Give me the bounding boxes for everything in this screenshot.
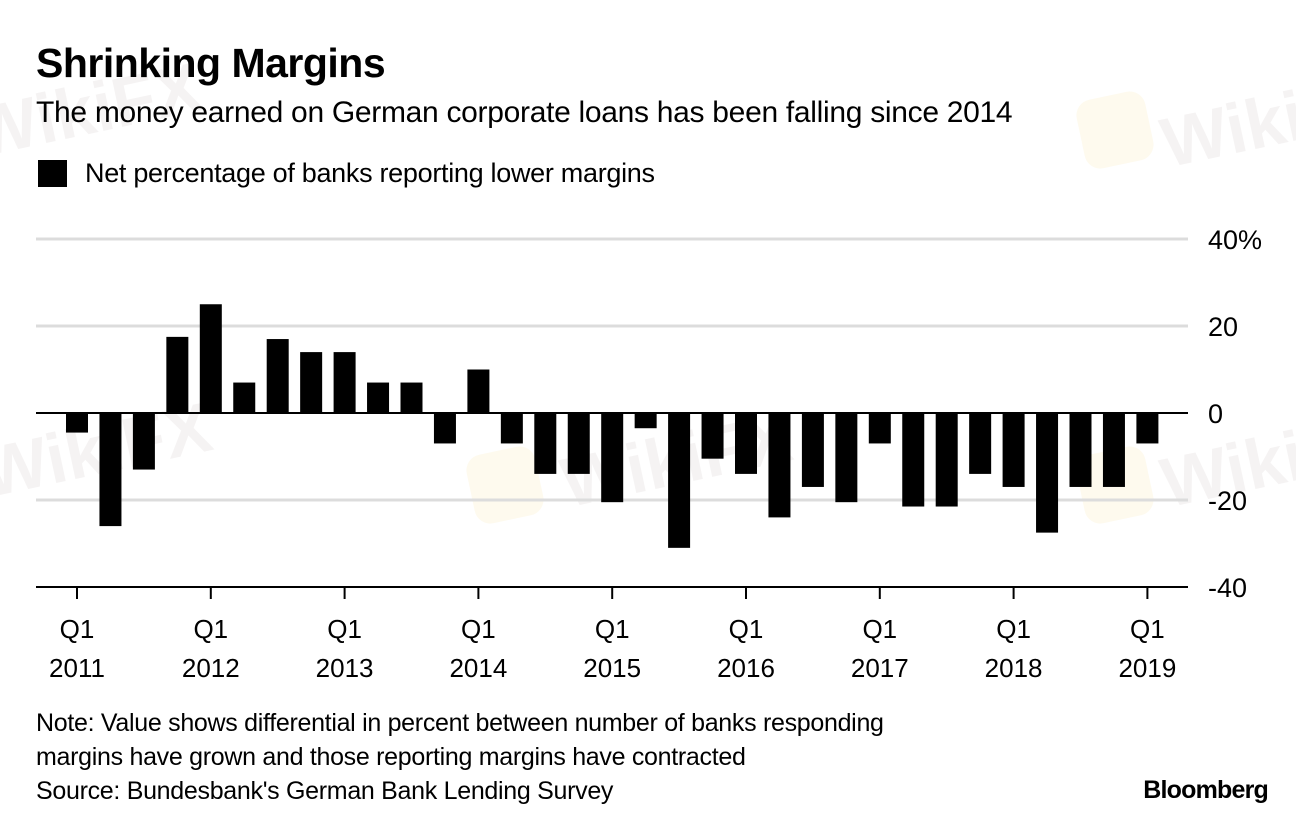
y-tick-label: -20 bbox=[1208, 486, 1247, 516]
bar bbox=[902, 413, 925, 507]
bar bbox=[969, 413, 992, 474]
bar bbox=[801, 413, 824, 487]
bar bbox=[1002, 413, 1025, 487]
x-tick-label-quarter: Q1 bbox=[60, 614, 95, 644]
x-tick-label-year: 2016 bbox=[717, 653, 775, 683]
x-tick-label-year: 2017 bbox=[851, 653, 909, 683]
y-tick-label: 40% bbox=[1208, 225, 1262, 255]
bar bbox=[1036, 413, 1059, 533]
x-tick-label-quarter: Q1 bbox=[461, 614, 496, 644]
x-tick-label-quarter: Q1 bbox=[595, 614, 630, 644]
source-line: Source: Bundesbank's German Bank Lending… bbox=[36, 777, 614, 805]
bar bbox=[768, 413, 791, 518]
bar bbox=[868, 413, 891, 444]
bar bbox=[400, 382, 423, 413]
bar bbox=[99, 413, 122, 527]
y-tick-label: 20 bbox=[1208, 312, 1238, 342]
bar bbox=[199, 304, 222, 413]
bar bbox=[233, 382, 256, 413]
x-tick-label-year: 2013 bbox=[316, 653, 374, 683]
x-tick-label-year: 2018 bbox=[985, 653, 1043, 683]
y-tick-label: 0 bbox=[1208, 399, 1223, 429]
x-tick-label-quarter: Q1 bbox=[729, 614, 764, 644]
bar bbox=[500, 413, 523, 444]
x-tick-label-quarter: Q1 bbox=[996, 614, 1031, 644]
x-tick-label-quarter: Q1 bbox=[327, 614, 362, 644]
bar bbox=[634, 413, 657, 429]
bar bbox=[668, 413, 691, 548]
bar bbox=[367, 382, 390, 413]
bar bbox=[701, 413, 724, 459]
y-tick-label: -40 bbox=[1208, 573, 1247, 603]
bar bbox=[166, 336, 189, 413]
x-tick-label-quarter: Q1 bbox=[1130, 614, 1165, 644]
x-tick-label-year: 2011 bbox=[49, 653, 105, 683]
bar bbox=[735, 413, 757, 474]
bar bbox=[1102, 413, 1125, 487]
bar bbox=[601, 413, 624, 503]
bar bbox=[1069, 413, 1092, 487]
legend: Net percentage of banks reporting lower … bbox=[38, 158, 655, 189]
footnote: Note: Value shows differential in percen… bbox=[36, 706, 884, 808]
legend-label: Net percentage of banks reporting lower … bbox=[85, 158, 655, 188]
note-line-2: margins have grown and those reporting m… bbox=[36, 743, 746, 771]
x-tick-label-year: 2012 bbox=[182, 653, 240, 683]
bar bbox=[300, 352, 323, 413]
x-tick-label-year: 2014 bbox=[449, 653, 507, 683]
bar bbox=[835, 413, 858, 503]
x-tick-label-quarter: Q1 bbox=[193, 614, 228, 644]
bar bbox=[132, 413, 155, 470]
x-tick-label-quarter: Q1 bbox=[862, 614, 897, 644]
bar bbox=[333, 352, 356, 413]
chart-subtitle: The money earned on German corporate loa… bbox=[36, 96, 1013, 129]
x-tick-label-year: 2015 bbox=[583, 653, 641, 683]
bar bbox=[1136, 413, 1159, 444]
legend-swatch bbox=[38, 160, 67, 187]
bar bbox=[66, 413, 88, 433]
x-tick-label-year: 2019 bbox=[1118, 653, 1176, 683]
bar bbox=[534, 413, 557, 474]
note-line-1: Note: Value shows differential in percen… bbox=[36, 709, 884, 737]
bloomberg-logo: Bloomberg bbox=[1143, 776, 1269, 804]
chart-title: Shrinking Margins bbox=[36, 40, 386, 86]
bar bbox=[433, 413, 456, 444]
bar bbox=[266, 339, 289, 413]
bar bbox=[467, 369, 490, 413]
bar bbox=[935, 413, 958, 507]
bar bbox=[567, 413, 590, 474]
